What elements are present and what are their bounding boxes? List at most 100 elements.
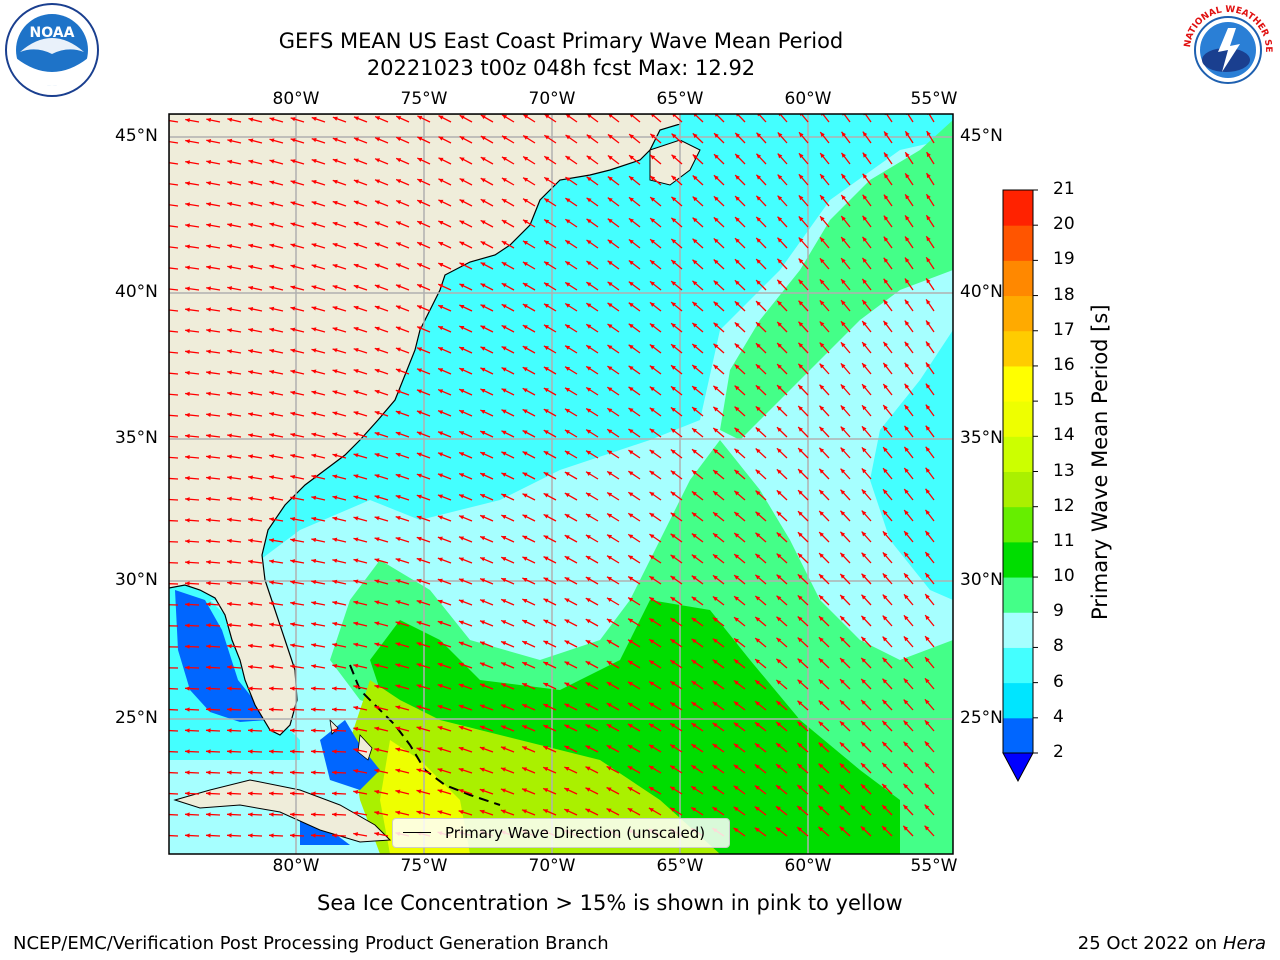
wave-direction-arrowhead — [692, 280, 698, 286]
wave-direction-arrowhead — [479, 746, 485, 751]
wave-direction-arrow — [169, 393, 179, 396]
wave-direction-arrowhead — [606, 787, 612, 792]
wave-direction-arrowhead — [438, 115, 444, 120]
wave-direction-arrowhead — [248, 285, 254, 291]
wave-direction-arrowhead — [797, 679, 803, 685]
cuba-land — [173, 779, 392, 843]
wave-direction-arrowhead — [754, 827, 760, 833]
wave-direction-arrowhead — [227, 201, 233, 207]
wave-direction-arrowhead — [374, 516, 380, 521]
wave-direction-arrowhead — [311, 474, 317, 479]
wave-direction-arrowhead — [269, 285, 275, 290]
wave-direction-arrowhead — [311, 579, 317, 585]
wave-direction-arrowhead — [607, 450, 613, 455]
wave-direction-arrowhead — [607, 345, 613, 350]
wave-direction-arrowhead — [776, 658, 782, 664]
wave-direction-arrowhead — [332, 179, 338, 184]
wave-direction-arrowhead — [607, 302, 613, 308]
wave-direction-arrowhead — [311, 243, 317, 248]
wave-direction-arrowhead — [734, 575, 740, 580]
wave-direction-arrowhead — [861, 426, 867, 432]
wave-direction-arrowhead — [543, 430, 549, 435]
wave-direction-arrowhead — [543, 725, 549, 730]
wave-direction-arrowhead — [882, 720, 888, 726]
wave-direction-arrowhead — [227, 328, 233, 333]
wave-direction-arrowhead — [438, 242, 444, 246]
wave-direction-arrowhead — [522, 746, 528, 751]
wave-direction-arrowhead — [713, 280, 719, 286]
wave-direction-arrowhead — [185, 223, 190, 228]
wave-direction-arrowhead — [269, 369, 275, 375]
wave-direction-arrowhead — [564, 472, 570, 477]
wave-direction-arrowhead — [185, 202, 190, 207]
wave-direction-arrowhead — [164, 224, 169, 228]
wave-direction-arrowhead — [777, 195, 783, 201]
wave-direction-arrowhead — [523, 198, 529, 203]
wave-direction-arrowhead — [227, 180, 233, 186]
wave-direction-arrowhead — [606, 724, 612, 729]
wave-direction-arrowhead — [353, 726, 359, 732]
wave-direction-arrowhead — [670, 660, 676, 665]
wave-direction-arrowhead — [649, 534, 655, 539]
wave-direction-arrowhead — [904, 446, 909, 452]
wave-direction-arrowhead — [692, 133, 698, 139]
wave-direction-arrow — [169, 708, 179, 711]
wave-direction-arrowhead — [819, 300, 825, 306]
wave-direction-arrowhead — [606, 618, 612, 624]
wave-direction-arrowhead — [754, 743, 760, 748]
wave-direction-arrowhead — [925, 615, 930, 620]
wave-direction-arrowhead — [206, 770, 211, 775]
wave-direction-arrowhead — [206, 728, 211, 733]
wave-direction-arrowhead — [629, 155, 634, 160]
wave-direction-arrowhead — [416, 452, 422, 457]
wave-direction-arrowhead — [480, 494, 486, 499]
wave-direction-arrowhead — [712, 554, 718, 559]
wave-direction-arrowhead — [353, 453, 359, 458]
wave-direction-arrowhead — [692, 238, 698, 244]
wave-direction-arrowhead — [565, 261, 571, 266]
wave-direction-arrowhead — [691, 596, 697, 602]
colorbar-tick-label: 11 — [1053, 530, 1075, 551]
wave-direction-arrowhead — [416, 621, 422, 626]
wave-direction-arrowhead — [883, 383, 888, 389]
wave-direction-arrowhead — [627, 808, 633, 813]
wave-direction-arrowhead — [628, 344, 634, 350]
wave-direction-arrowhead — [522, 367, 528, 372]
wave-direction-arrowhead — [713, 343, 719, 349]
wave-direction-arrowhead — [459, 199, 465, 204]
wave-direction-arrowhead — [269, 159, 275, 164]
wave-direction-arrowhead — [565, 387, 570, 392]
wave-direction-arrowhead — [755, 617, 761, 622]
wave-direction-arrowhead — [543, 324, 549, 330]
wave-direction-arrowhead — [903, 825, 909, 831]
wave-direction-arrowhead — [586, 240, 592, 245]
wave-direction-arrowhead — [925, 530, 930, 536]
wave-direction-arrowhead — [841, 258, 846, 263]
wave-direction-arrowhead — [522, 599, 528, 603]
wave-direction-arrowhead — [564, 766, 570, 771]
wave-direction-arrowhead — [332, 158, 338, 163]
wave-direction-arrowhead — [586, 155, 592, 161]
wave-direction-arrowhead — [903, 762, 909, 768]
wave-direction-arrowhead — [819, 553, 824, 558]
wave-direction-arrowhead — [755, 532, 761, 538]
wave-direction-arrow — [169, 119, 179, 123]
wave-direction-arrowhead — [840, 468, 846, 474]
wave-direction-arrowhead — [777, 385, 782, 390]
wave-direction-arrowhead — [628, 281, 634, 287]
wave-direction-arrowhead — [311, 516, 317, 522]
wave-direction-arrowhead — [290, 306, 296, 311]
wave-direction-arrowhead — [206, 117, 212, 123]
wave-direction-arrowhead — [925, 509, 930, 515]
wave-direction-arrowhead — [776, 448, 782, 453]
wave-direction-arrowhead — [691, 512, 697, 517]
wave-direction-arrowhead — [269, 306, 275, 311]
wave-direction-arrow — [885, 114, 893, 123]
wave-direction-arrowhead — [438, 136, 444, 141]
footer-date-text: 25 Oct 2022 on — [1077, 933, 1218, 954]
wave-direction-arrowhead — [395, 284, 401, 289]
wave-direction-arrowhead — [227, 370, 232, 375]
colorbar-segment — [1003, 647, 1033, 684]
wave-direction-arrowhead — [839, 700, 845, 705]
wave-direction-arrowhead — [627, 681, 633, 687]
